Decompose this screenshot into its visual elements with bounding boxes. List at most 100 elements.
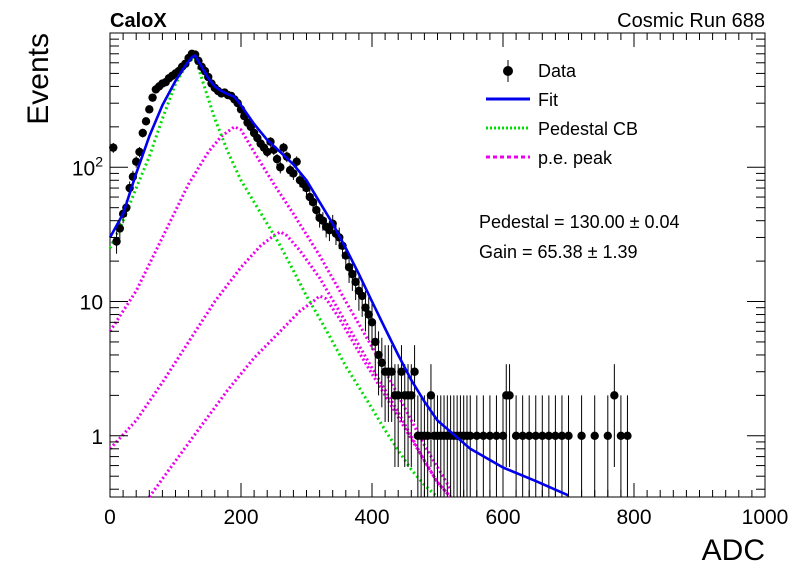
data-point: [344, 254, 354, 283]
data-point-marker: [590, 431, 599, 440]
data-point-marker: [263, 147, 272, 157]
data-point-marker: [577, 431, 586, 440]
data-point-marker: [325, 225, 334, 235]
data-point: [557, 395, 567, 497]
data-point-marker: [472, 431, 481, 440]
data-point-marker: [377, 358, 387, 367]
data-point: [577, 395, 586, 497]
data-point: [276, 161, 285, 174]
data-point-marker: [544, 431, 554, 440]
data-point: [590, 395, 599, 497]
data-point: [518, 395, 527, 497]
data-point: [505, 364, 514, 467]
experiment-label: CaloX: [110, 10, 167, 32]
data-point-marker: [492, 431, 501, 440]
data-point: [485, 395, 495, 497]
data-point: [492, 395, 501, 497]
data-point-marker: [138, 128, 147, 138]
data-point: [109, 142, 118, 153]
data-point: [511, 395, 521, 497]
data-point-marker: [289, 169, 298, 178]
legend-entry-pedestal: Pedestal CB: [486, 119, 638, 139]
data-point-marker: [371, 337, 380, 347]
data-point: [525, 395, 534, 497]
x-tick-label: 200: [223, 506, 258, 529]
data-point: [272, 153, 282, 165]
data-point-marker: [148, 93, 157, 102]
data-point-marker: [344, 263, 354, 272]
legend-entry-pe-peak: p.e. peak: [486, 148, 613, 168]
data-point-marker: [112, 237, 121, 246]
y-tick-label: 102: [72, 153, 103, 180]
data-point-marker: [616, 431, 626, 440]
data-point-marker: [518, 431, 527, 440]
data-point: [348, 261, 357, 291]
y-tick-label: 1: [91, 426, 103, 449]
data-point: [135, 147, 144, 158]
x-axis-title: ADC: [702, 534, 765, 567]
x-tick-label: 600: [485, 506, 520, 529]
legend-pe-peak-label: p.e. peak: [538, 148, 613, 168]
data-point-marker: [351, 277, 360, 287]
x-tick-label: 0: [104, 506, 116, 529]
y-tick-label: 10: [80, 292, 103, 315]
x-tick-label: 800: [616, 506, 651, 529]
data-point-marker: [374, 350, 383, 360]
data-point-marker: [394, 391, 403, 400]
data-point-marker: [364, 310, 373, 319]
data-point-marker: [498, 431, 508, 440]
data-point: [387, 345, 396, 422]
data-point: [564, 395, 573, 497]
data-point: [426, 364, 436, 467]
pedestal-curve: [108, 56, 439, 499]
data-point-marker: [623, 431, 632, 440]
fit-curve-line: [108, 54, 570, 497]
data-point-marker: [564, 431, 573, 440]
legend-entry-fit: Fit: [486, 90, 558, 110]
data-point-marker: [312, 205, 321, 215]
data-point-marker: [272, 154, 282, 164]
legend-fit-label: Fit: [538, 90, 558, 110]
data-point-marker: [551, 431, 560, 440]
data-point-marker: [397, 367, 406, 376]
data-point: [538, 395, 547, 497]
data-point-marker: [603, 431, 612, 440]
data-point-marker: [485, 431, 495, 440]
data-point: [371, 320, 380, 377]
x-axis-ticks: 0 200 400 600 800 1000: [104, 33, 788, 529]
data-point: [289, 167, 298, 180]
data-point-marker: [141, 117, 151, 126]
data-point-marker: [610, 391, 619, 400]
data-point: [551, 395, 560, 497]
data-point-marker: [466, 431, 475, 440]
data-point: [112, 231, 121, 254]
data-point-marker: [423, 431, 432, 440]
data-point-marker: [426, 391, 436, 400]
data-point-marker: [318, 216, 328, 225]
data-point: [351, 268, 360, 301]
data-point: [466, 395, 475, 497]
data-point: [246, 122, 256, 132]
data-point-marker: [145, 105, 154, 114]
y-axis-ticks: 1 10 102: [72, 38, 765, 490]
run-label: Cosmic Run 688: [617, 10, 765, 32]
legend: Data Fit Pedestal CB p.e. peak: [486, 60, 638, 168]
pedestal-curve-line: [108, 56, 439, 499]
data-point-marker: [538, 431, 547, 440]
data-point-marker: [135, 147, 144, 157]
data-point-marker: [279, 143, 288, 152]
data-point-marker: [557, 431, 567, 440]
data-point: [279, 142, 288, 153]
data-point-marker: [357, 291, 367, 301]
data-point: [148, 93, 157, 102]
legend-data-label: Data: [538, 61, 577, 81]
data-point: [364, 296, 373, 340]
data-point-marker: [115, 224, 125, 233]
data-point: [145, 105, 154, 114]
data-point: [263, 147, 272, 158]
data-point: [616, 395, 626, 497]
data-point: [623, 395, 632, 497]
data-point: [397, 345, 406, 422]
data-point-marker: [246, 122, 256, 132]
